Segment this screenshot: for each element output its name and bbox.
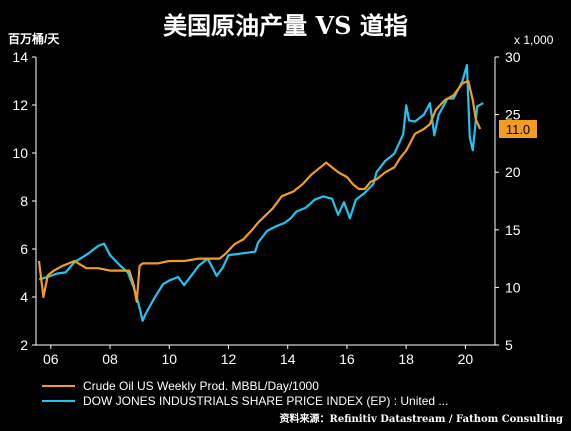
current-value-box xyxy=(499,120,537,138)
legend-swatch-dow xyxy=(42,399,75,402)
legend-label-crude: Crude Oil US Weekly Prod. MBBL/Day/1000 xyxy=(83,378,319,393)
series-line-dow-jones xyxy=(38,63,484,322)
left-axis-tick-label: 14 xyxy=(12,49,28,65)
chart-legend: Crude Oil US Weekly Prod. MBBL/Day/1000 … xyxy=(42,378,448,408)
right-axis-tick-label: 5 xyxy=(505,337,513,353)
right-axis-tick-label: 20 xyxy=(505,164,521,180)
right-axis-tick-label: 15 xyxy=(505,222,521,238)
right-axis-tick-label: 25 xyxy=(505,107,521,123)
x-axis-tick-label: 14 xyxy=(280,351,296,367)
source-note: 资料来源：Refinitiv Datastream / Fathom Consu… xyxy=(279,414,563,425)
legend-swatch-crude xyxy=(42,384,75,387)
left-axis-tick-label: 12 xyxy=(12,97,28,113)
legend-item-dow: DOW JONES INDUSTRIALS SHARE PRICE INDEX … xyxy=(42,393,448,408)
right-axis-tick-label: 10 xyxy=(505,279,521,295)
legend-item-crude: Crude Oil US Weekly Prod. MBBL/Day/1000 xyxy=(42,378,448,393)
chart-series xyxy=(37,63,484,322)
left-axis-tick-label: 6 xyxy=(20,241,28,257)
right-axis-unit-label: x 1,000 xyxy=(514,33,554,47)
current-value-text: 11.0 xyxy=(506,122,530,137)
x-axis-tick-label: 16 xyxy=(339,351,355,367)
left-axis-tick-label: 4 xyxy=(20,289,28,305)
x-axis-tick-label: 10 xyxy=(161,351,177,367)
x-axis-tick-label: 08 xyxy=(102,351,118,367)
current-value-callout: 11.0 xyxy=(499,120,537,138)
chart-tick-labels: 2 4 6 8 10 12 14 5 10 15 20 25 30 06 08 10 12 14 16 18 20 xyxy=(12,49,520,367)
x-axis-tick-label: 20 xyxy=(458,351,474,367)
chart-axes xyxy=(32,56,499,349)
left-axis-tick-label: 2 xyxy=(20,337,28,353)
legend-label-dow: DOW JONES INDUSTRIALS SHARE PRICE INDEX … xyxy=(83,393,449,408)
x-axis-tick-label: 18 xyxy=(398,351,414,367)
left-axis-tick-label: 8 xyxy=(20,193,28,209)
x-axis-tick-label: 12 xyxy=(221,351,237,367)
x-axis-tick-label: 06 xyxy=(43,351,59,367)
left-axis-unit-label: 百万桶/天 xyxy=(8,32,60,46)
chart-title: 美国原油产量 VS 道指 xyxy=(163,11,408,40)
series-line-crude-oil xyxy=(37,79,482,303)
left-axis-tick-label: 10 xyxy=(12,145,28,161)
right-axis-tick-label: 30 xyxy=(505,49,521,65)
